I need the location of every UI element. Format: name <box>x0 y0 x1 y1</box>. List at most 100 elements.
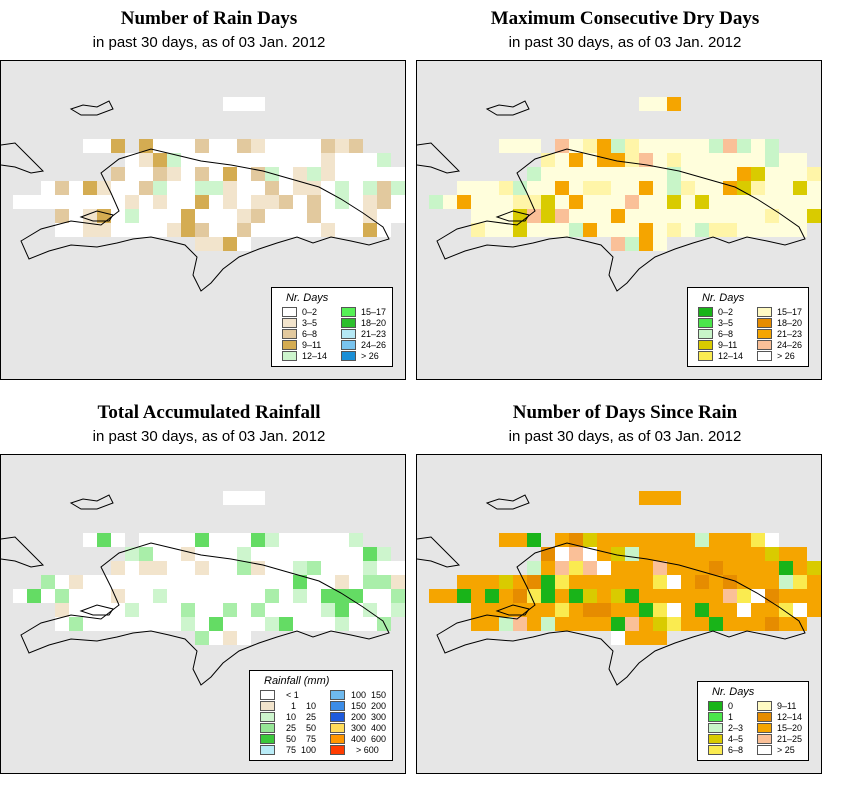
grid-cell <box>55 603 69 617</box>
panel-title: Number of Days Since Rain <box>512 402 738 423</box>
legend-label: 4–5 <box>727 734 743 744</box>
grid-cell <box>737 139 751 153</box>
grid-cell <box>709 181 723 195</box>
grid-cell <box>83 617 97 631</box>
grid-cell <box>321 223 335 237</box>
grid-cell <box>667 547 681 561</box>
legend-swatch <box>707 712 723 722</box>
grid-cell <box>695 617 709 631</box>
grid-cell <box>583 167 597 181</box>
grid-cell <box>55 575 69 589</box>
grid-cell <box>597 561 611 575</box>
legend-item: 21–23 <box>340 329 386 339</box>
grid-cell <box>181 223 195 237</box>
legend-label: 18–20 <box>360 318 386 328</box>
grid-cell <box>751 223 765 237</box>
legend-label: > 26 <box>360 351 379 361</box>
legend-label: 9–11 <box>717 340 738 350</box>
grid-cell <box>195 603 209 617</box>
grid-cell <box>307 533 321 547</box>
grid-cell <box>793 153 807 167</box>
legend-label: 6–8 <box>717 329 733 339</box>
grid-cell <box>139 575 153 589</box>
legend-item: 75 100 <box>260 745 316 755</box>
grid-cell <box>653 547 667 561</box>
legend-item: 50 75 <box>260 734 316 744</box>
grid-cell <box>321 181 335 195</box>
grid-cell <box>83 139 97 153</box>
legend-swatch <box>697 307 713 317</box>
panel-title: Number of Rain Days <box>120 8 298 29</box>
legend-swatch <box>756 351 772 361</box>
grid-cell <box>237 167 251 181</box>
grid-cell <box>527 195 541 209</box>
grid-cell <box>307 617 321 631</box>
grid-cell <box>377 561 391 575</box>
grid-cell <box>223 181 237 195</box>
grid-cell <box>265 603 279 617</box>
grid-cell <box>167 575 181 589</box>
grid-cell <box>653 181 667 195</box>
grid-cell <box>625 575 639 589</box>
grid-cell <box>265 589 279 603</box>
grid-cell <box>279 209 293 223</box>
grid-map <box>417 491 821 686</box>
grid-cell <box>139 195 153 209</box>
grid-cell <box>69 603 83 617</box>
grid-cell <box>681 195 695 209</box>
grid-cell <box>471 223 485 237</box>
legend-swatch <box>281 307 297 317</box>
legend-item: 2–3 <box>707 723 743 733</box>
grid-cell <box>751 547 765 561</box>
grid-cell <box>639 153 653 167</box>
grid-cell <box>695 547 709 561</box>
grid-cell <box>667 181 681 195</box>
grid-cell <box>597 223 611 237</box>
grid-cell <box>307 223 321 237</box>
legend-item: 300 400 <box>330 723 386 733</box>
grid-cell <box>97 589 111 603</box>
legend-item: 24–26 <box>340 340 386 350</box>
grid-cell <box>709 561 723 575</box>
grid-cell <box>391 195 405 209</box>
grid-cell <box>499 589 513 603</box>
grid-cell <box>125 167 139 181</box>
grid-cell <box>195 153 209 167</box>
grid-cell <box>807 167 821 181</box>
grid-cell <box>639 575 653 589</box>
grid-cell <box>485 223 499 237</box>
grid-cell <box>597 533 611 547</box>
grid-cell <box>349 603 363 617</box>
legend-item: 15–17 <box>340 307 386 317</box>
grid-cell <box>251 575 265 589</box>
grid-cell <box>139 209 153 223</box>
grid-cell <box>765 139 779 153</box>
grid-cell <box>111 561 125 575</box>
grid-cell <box>153 547 167 561</box>
panel-subtitle: in past 30 days, as of 03 Jan. 2012 <box>92 34 326 51</box>
grid-cell <box>167 139 181 153</box>
grid-cell <box>793 603 807 617</box>
legend-label: 100 150 <box>350 690 386 700</box>
grid-cell <box>153 209 167 223</box>
grid-cell <box>737 181 751 195</box>
grid-cell <box>223 97 237 111</box>
grid-cell <box>723 167 737 181</box>
grid-cell <box>723 533 737 547</box>
grid-cell <box>83 575 97 589</box>
grid-cell <box>639 195 653 209</box>
grid-cell <box>55 209 69 223</box>
grid-cell <box>471 209 485 223</box>
legend-item: 9–11 <box>281 340 327 350</box>
legend-label: 12–14 <box>717 351 743 361</box>
grid-cell <box>167 195 181 209</box>
grid-cell <box>737 209 751 223</box>
grid-cell <box>139 617 153 631</box>
legend-swatch <box>281 340 297 350</box>
grid-cell <box>167 181 181 195</box>
grid-cell <box>443 589 457 603</box>
grid-cell <box>181 589 195 603</box>
grid-cell <box>153 589 167 603</box>
grid-cell <box>55 195 69 209</box>
grid-cell <box>793 167 807 181</box>
